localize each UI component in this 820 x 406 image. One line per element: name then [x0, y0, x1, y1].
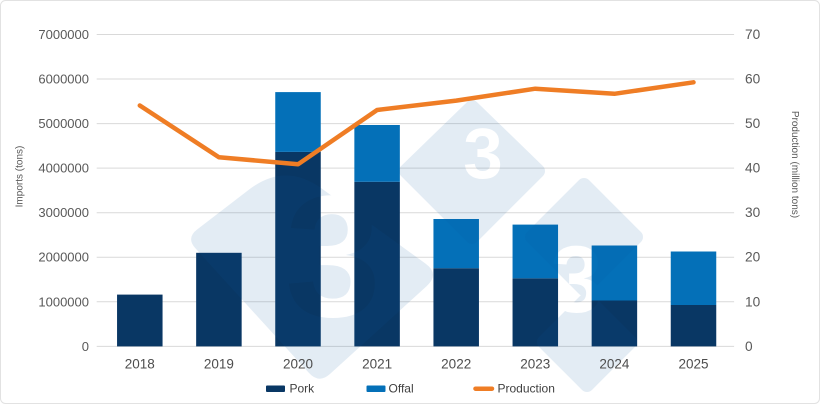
svg-text:5000000: 5000000 — [38, 116, 89, 131]
svg-text:2022: 2022 — [441, 357, 471, 372]
svg-text:40: 40 — [745, 161, 761, 176]
svg-text:0: 0 — [745, 339, 753, 354]
svg-text:Imports (tons): Imports (tons) — [15, 146, 26, 208]
svg-text:2024: 2024 — [599, 357, 630, 372]
svg-text:2021: 2021 — [362, 357, 392, 372]
svg-text:Pork: Pork — [290, 382, 316, 396]
svg-text:6000000: 6000000 — [38, 72, 89, 87]
svg-text:4000000: 4000000 — [38, 161, 89, 176]
svg-text:2000000: 2000000 — [38, 250, 89, 265]
svg-text:7000000: 7000000 — [38, 27, 89, 42]
svg-text:20: 20 — [745, 250, 761, 265]
svg-text:10: 10 — [745, 294, 761, 309]
svg-text:Production (million tons): Production (million tons) — [789, 111, 800, 218]
svg-text:Offal: Offal — [389, 382, 414, 396]
svg-text:2023: 2023 — [520, 357, 550, 372]
svg-text:2018: 2018 — [125, 357, 155, 372]
svg-text:1000000: 1000000 — [38, 294, 89, 309]
svg-text:50: 50 — [745, 116, 761, 131]
svg-text:3000000: 3000000 — [38, 205, 89, 220]
svg-text:30: 30 — [745, 205, 761, 220]
svg-text:Production: Production — [498, 382, 555, 396]
svg-text:2020: 2020 — [283, 357, 313, 372]
svg-text:0: 0 — [82, 339, 89, 354]
svg-text:70: 70 — [745, 27, 761, 42]
svg-text:60: 60 — [745, 72, 761, 87]
svg-text:2019: 2019 — [204, 357, 234, 372]
svg-text:2025: 2025 — [678, 357, 708, 372]
